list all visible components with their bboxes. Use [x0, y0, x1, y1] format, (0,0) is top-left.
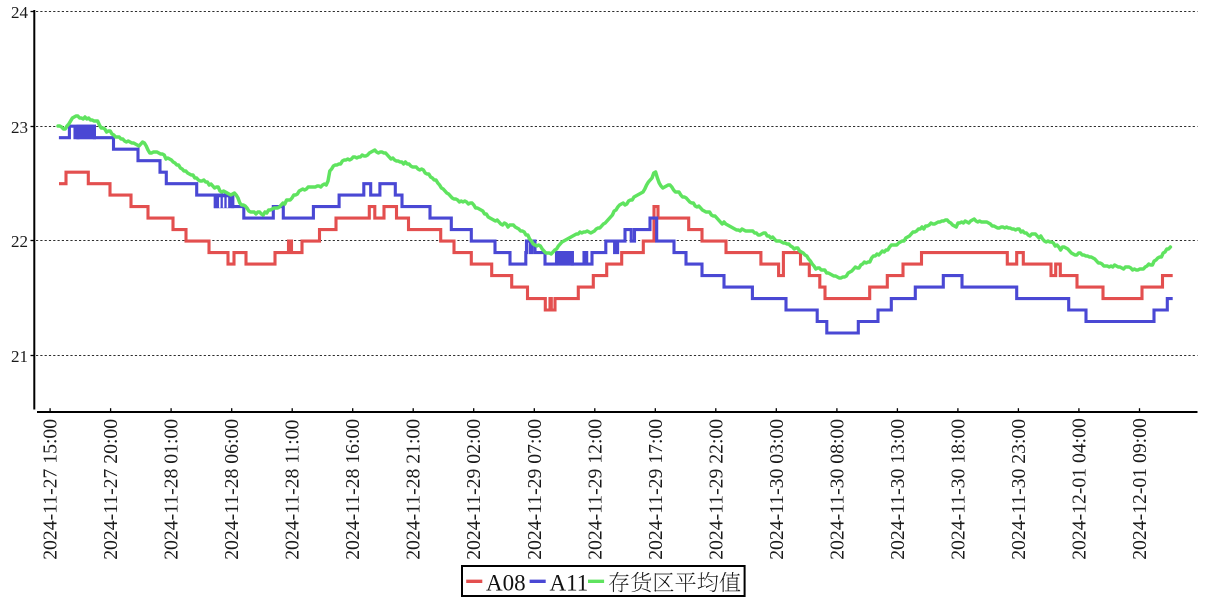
svg-text:2024-11-30 23:00: 2024-11-30 23:00 — [1008, 419, 1030, 560]
svg-text:2024-11-30 13:00: 2024-11-30 13:00 — [887, 419, 909, 560]
svg-text:2024-11-28 11:00: 2024-11-28 11:00 — [282, 419, 304, 559]
svg-text:2024-11-27 20:00: 2024-11-27 20:00 — [100, 419, 122, 560]
svg-text:2024-11-30 03:00: 2024-11-30 03:00 — [766, 419, 788, 560]
svg-text:2024-11-29 12:00: 2024-11-29 12:00 — [584, 419, 606, 560]
svg-text:2024-11-29 02:00: 2024-11-29 02:00 — [463, 419, 485, 560]
svg-text:24: 24 — [11, 3, 29, 22]
svg-text:2024-11-29 17:00: 2024-11-29 17:00 — [645, 419, 667, 560]
svg-text:2024-11-27 15:00: 2024-11-27 15:00 — [40, 419, 62, 560]
svg-text:2024-11-28 16:00: 2024-11-28 16:00 — [342, 419, 364, 560]
svg-text:2024-11-29 07:00: 2024-11-29 07:00 — [524, 419, 546, 560]
svg-text:2024-12-01 04:00: 2024-12-01 04:00 — [1068, 418, 1090, 560]
svg-text:22: 22 — [11, 232, 28, 251]
svg-text:2024-11-28 06:00: 2024-11-28 06:00 — [221, 419, 243, 560]
svg-text:2024-11-30 18:00: 2024-11-30 18:00 — [947, 419, 969, 560]
svg-text:2024-11-28 21:00: 2024-11-28 21:00 — [403, 419, 425, 560]
svg-text:A11: A11 — [550, 570, 589, 595]
svg-text:2024-12-01 09:00: 2024-12-01 09:00 — [1129, 418, 1151, 560]
svg-text:23: 23 — [11, 118, 28, 137]
svg-text:2024-11-30 08:00: 2024-11-30 08:00 — [826, 419, 848, 560]
svg-text:A08: A08 — [486, 570, 526, 595]
svg-text:21: 21 — [11, 347, 28, 366]
svg-text:2024-11-29 22:00: 2024-11-29 22:00 — [705, 419, 727, 560]
svg-text:2024-11-28 01:00: 2024-11-28 01:00 — [161, 419, 183, 560]
